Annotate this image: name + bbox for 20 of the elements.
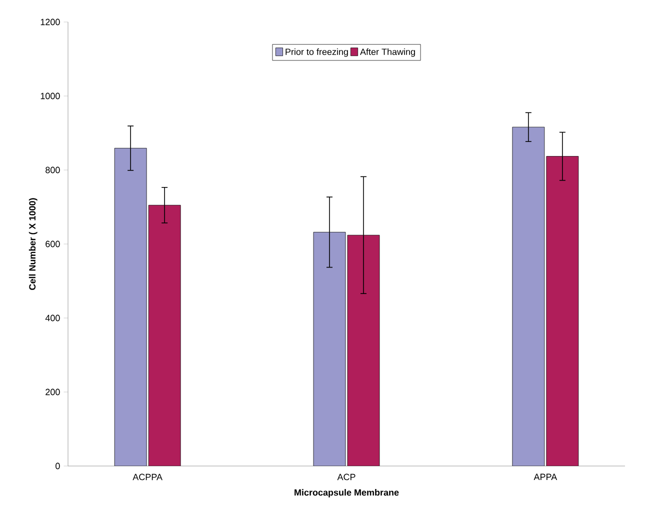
x-tick-label: APPA: [534, 474, 558, 480]
y-tick-label: 1000: [40, 92, 60, 100]
bar: [512, 126, 545, 466]
bar: [546, 156, 579, 466]
y-axis-title: Cell Number ( X 1000): [28, 198, 38, 290]
y-tick-label: 0: [56, 462, 60, 470]
x-tick-label: ACP: [337, 474, 356, 480]
y-tick-label: 1200: [40, 18, 60, 26]
y-tick-label: 200: [46, 388, 60, 396]
y-tick-label: 600: [46, 240, 60, 248]
y-tick-label: 400: [45, 314, 60, 322]
legend-label: After Thawing: [360, 48, 415, 57]
y-tick-label: 800: [46, 166, 60, 174]
x-tick-label: ACPPA: [132, 474, 162, 480]
bar: [148, 204, 181, 466]
x-axis-title: Microcapsule Membrane: [294, 489, 399, 498]
bar: [347, 234, 380, 466]
bar: [313, 232, 346, 466]
legend-label: Prior to freezing: [286, 48, 348, 57]
bar: [114, 148, 147, 466]
